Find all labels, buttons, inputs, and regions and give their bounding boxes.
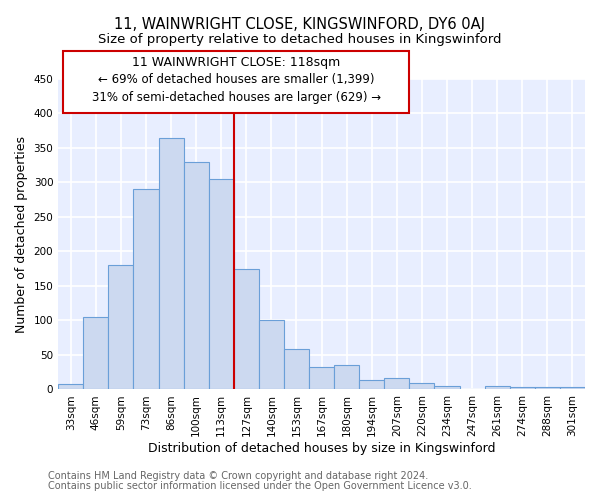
Bar xyxy=(58,384,83,390)
X-axis label: Distribution of detached houses by size in Kingswinford: Distribution of detached houses by size … xyxy=(148,442,496,455)
Text: 31% of semi-detached houses are larger (629) →: 31% of semi-detached houses are larger (… xyxy=(92,92,381,104)
Text: Contains public sector information licensed under the Open Government Licence v3: Contains public sector information licen… xyxy=(48,481,472,491)
Bar xyxy=(560,386,585,390)
Bar xyxy=(409,383,434,390)
Text: Contains HM Land Registry data © Crown copyright and database right 2024.: Contains HM Land Registry data © Crown c… xyxy=(48,471,428,481)
Text: 11 WAINWRIGHT CLOSE: 118sqm: 11 WAINWRIGHT CLOSE: 118sqm xyxy=(132,56,340,69)
Bar xyxy=(284,350,309,390)
Bar xyxy=(309,366,334,390)
Text: Size of property relative to detached houses in Kingswinford: Size of property relative to detached ho… xyxy=(98,32,502,46)
FancyBboxPatch shape xyxy=(63,52,409,114)
Bar xyxy=(334,364,359,390)
Bar xyxy=(434,386,460,390)
Bar xyxy=(184,162,209,390)
Bar xyxy=(109,266,133,390)
Text: 11, WAINWRIGHT CLOSE, KINGSWINFORD, DY6 0AJ: 11, WAINWRIGHT CLOSE, KINGSWINFORD, DY6 … xyxy=(115,18,485,32)
Bar xyxy=(385,378,409,390)
Bar xyxy=(510,386,535,390)
Bar xyxy=(359,380,385,390)
Text: ← 69% of detached houses are smaller (1,399): ← 69% of detached houses are smaller (1,… xyxy=(98,73,374,86)
Y-axis label: Number of detached properties: Number of detached properties xyxy=(15,136,28,332)
Bar xyxy=(234,268,259,390)
Bar xyxy=(535,386,560,390)
Bar xyxy=(209,179,234,390)
Bar xyxy=(158,138,184,390)
Bar xyxy=(485,386,510,390)
Bar xyxy=(83,317,109,390)
Bar xyxy=(133,190,158,390)
Bar xyxy=(259,320,284,390)
